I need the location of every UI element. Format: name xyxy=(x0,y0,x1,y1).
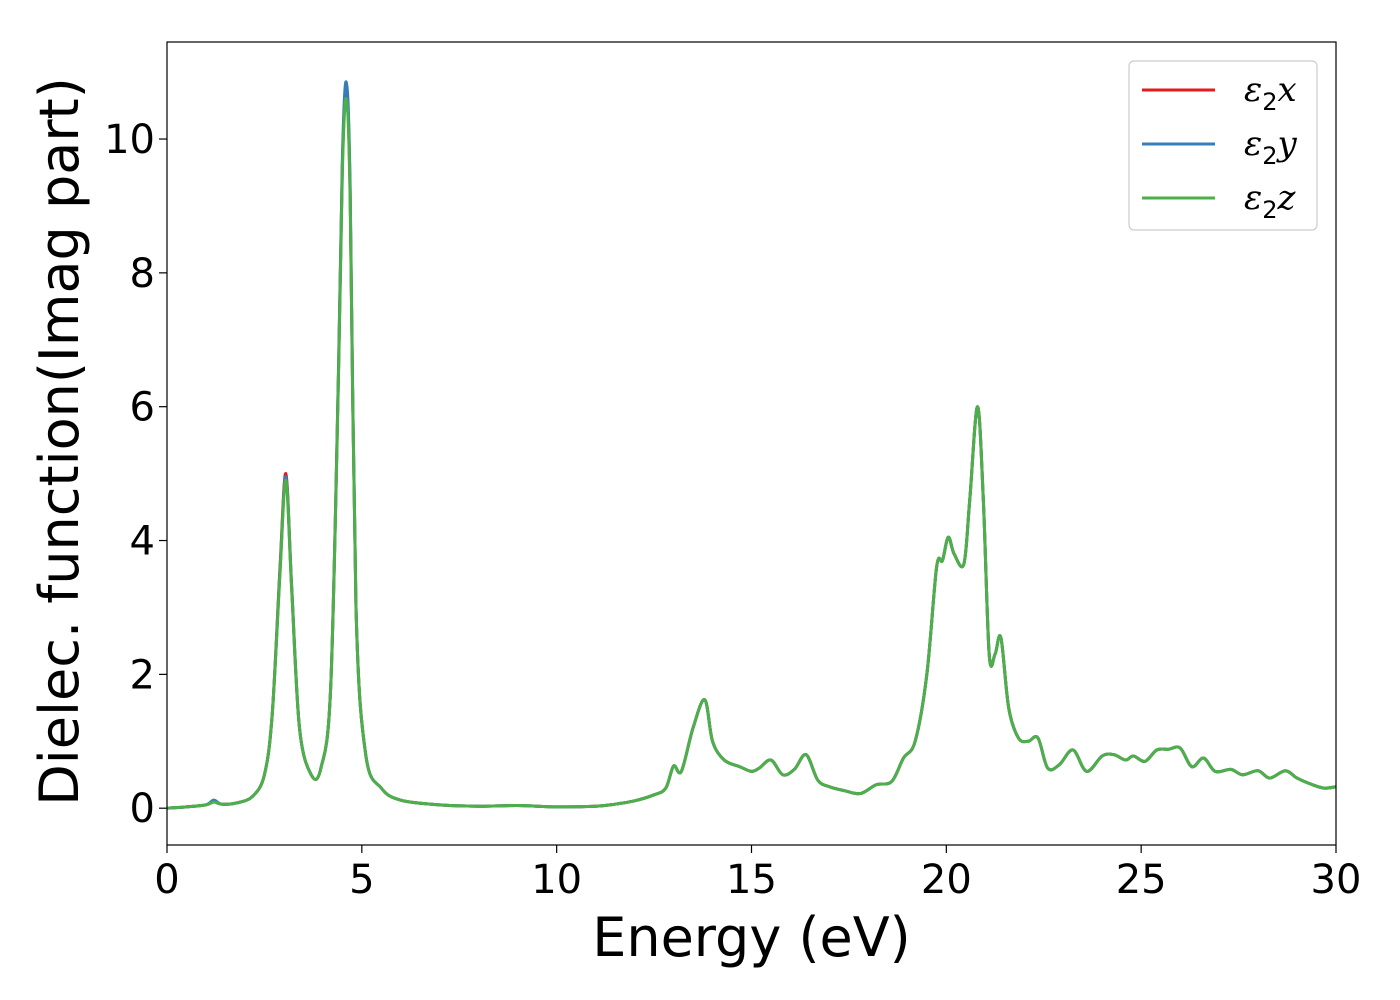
y-tick-label: 8 xyxy=(130,251,155,297)
y-tick-label: 10 xyxy=(104,117,155,163)
x-axis-label: Energy (eV) xyxy=(592,906,911,969)
legend-box xyxy=(1128,60,1318,231)
y-axis: 0 2 4 6 8 10 xyxy=(104,117,167,832)
x-tick-label: 30 xyxy=(1311,857,1362,903)
series-line-z xyxy=(167,97,1336,810)
x-tick-label: 25 xyxy=(1116,857,1167,903)
y-tick-label: 0 xyxy=(130,786,155,832)
x-tick-label: 20 xyxy=(921,857,972,903)
x-tick-label: 5 xyxy=(349,857,374,903)
x-tick-label: 10 xyxy=(531,857,582,903)
legend: ε2x ε2y ε2z xyxy=(1128,60,1318,231)
y-axis-label: Dielec. function(Imag part) xyxy=(28,77,91,806)
legend-label-x: ε2x xyxy=(1244,70,1297,116)
x-tick-label: 15 xyxy=(726,857,777,903)
y-tick-label: 4 xyxy=(130,519,155,565)
y-tick-label: 6 xyxy=(130,385,155,431)
legend-label-z: ε2z xyxy=(1244,178,1297,224)
x-tick-label: 0 xyxy=(154,857,179,903)
legend-label-y: ε2y xyxy=(1244,124,1298,170)
plot-area xyxy=(167,80,1336,810)
y-tick-label: 2 xyxy=(130,652,155,698)
x-axis: 0 5 10 15 20 25 30 xyxy=(154,845,1361,903)
